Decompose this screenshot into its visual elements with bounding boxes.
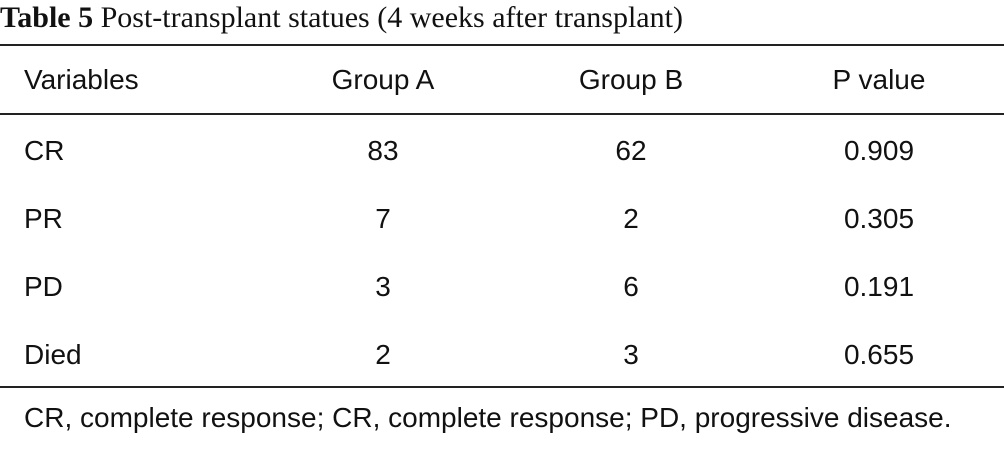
group-b-value: 2: [623, 203, 639, 234]
table-row: Died 2 3 0.655: [0, 321, 1004, 389]
table-caption-text: Post-transplant statues (4 weeks after t…: [100, 1, 683, 34]
table-header-row: Variables Group A Group B P value: [0, 46, 1004, 113]
p-value: 0.909: [843, 135, 915, 166]
group-b-value: 62: [615, 135, 647, 166]
group-a-value: 2: [375, 339, 391, 370]
table-row: PR 7 2 0.305: [0, 185, 1004, 253]
table-caption: Table 5 Post-transplant statues (4 weeks…: [0, 0, 1004, 40]
p-value: 0.655: [843, 339, 915, 370]
row-variable: PR: [24, 203, 63, 234]
column-header-group-a: Group A: [331, 63, 435, 95]
header-rule: [0, 113, 1004, 115]
top-rule: [0, 44, 1004, 46]
table-footnote: CR, complete response; CR, complete resp…: [24, 402, 952, 433]
column-header-p-value: P value: [832, 63, 926, 95]
group-a-value: 7: [375, 203, 391, 234]
column-header-variables: Variables: [24, 63, 139, 95]
group-a-value: 83: [367, 135, 399, 166]
table-row: PD 3 6 0.191: [0, 253, 1004, 321]
table-caption-label: Table 5: [0, 1, 94, 34]
bottom-rule: [0, 386, 1004, 388]
column-header-group-b: Group B: [578, 63, 684, 95]
results-table: Variables Group A Group B P value CR 83 …: [0, 46, 1004, 389]
p-value: 0.305: [843, 203, 915, 234]
row-variable: PD: [24, 271, 63, 302]
group-b-value: 3: [623, 339, 639, 370]
row-variable: Died: [24, 339, 82, 370]
table-row: CR 83 62 0.909: [0, 113, 1004, 185]
p-value: 0.191: [843, 271, 915, 302]
group-a-value: 3: [375, 271, 391, 302]
group-b-value: 6: [623, 271, 639, 302]
row-variable: CR: [24, 135, 65, 166]
